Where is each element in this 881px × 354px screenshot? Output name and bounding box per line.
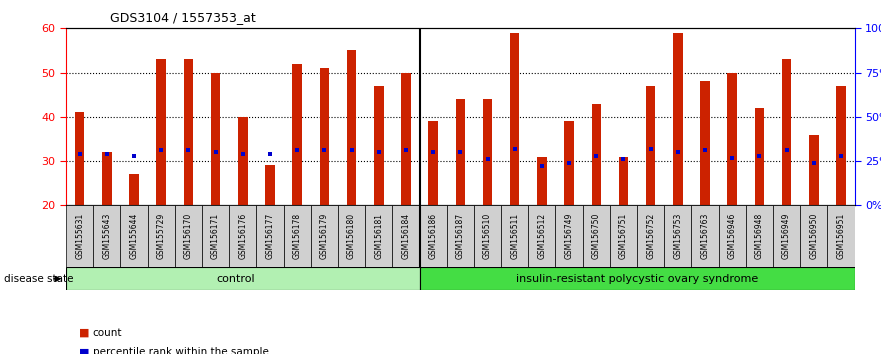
Bar <box>401 73 411 205</box>
FancyBboxPatch shape <box>474 205 501 267</box>
Text: GSM156951: GSM156951 <box>836 213 846 259</box>
Bar <box>238 117 248 205</box>
FancyBboxPatch shape <box>827 205 855 267</box>
Text: GSM156751: GSM156751 <box>619 213 628 259</box>
Text: GSM156510: GSM156510 <box>483 213 492 259</box>
Bar <box>591 104 601 205</box>
Text: GSM156749: GSM156749 <box>565 213 574 259</box>
FancyBboxPatch shape <box>66 267 419 290</box>
Bar <box>130 175 139 205</box>
Text: GSM155631: GSM155631 <box>75 213 85 259</box>
FancyBboxPatch shape <box>311 205 338 267</box>
FancyBboxPatch shape <box>610 205 637 267</box>
FancyBboxPatch shape <box>637 205 664 267</box>
FancyBboxPatch shape <box>746 205 773 267</box>
Text: insulin-resistant polycystic ovary syndrome: insulin-resistant polycystic ovary syndr… <box>516 274 759 284</box>
Bar <box>102 152 112 205</box>
FancyBboxPatch shape <box>148 205 174 267</box>
Text: GSM156948: GSM156948 <box>755 213 764 259</box>
Text: GSM155729: GSM155729 <box>157 213 166 259</box>
Text: GSM156750: GSM156750 <box>592 213 601 259</box>
Text: GSM155643: GSM155643 <box>102 213 111 259</box>
Bar <box>836 86 846 205</box>
Text: GSM156752: GSM156752 <box>646 213 655 259</box>
FancyBboxPatch shape <box>202 205 229 267</box>
Bar <box>320 68 329 205</box>
Text: GSM156511: GSM156511 <box>510 213 519 259</box>
Text: control: control <box>217 274 255 284</box>
Text: GSM156949: GSM156949 <box>782 213 791 259</box>
Text: GSM156763: GSM156763 <box>700 213 709 259</box>
FancyBboxPatch shape <box>719 205 746 267</box>
Text: GSM156512: GSM156512 <box>537 213 546 259</box>
Bar <box>374 86 383 205</box>
FancyBboxPatch shape <box>447 205 474 267</box>
Bar <box>728 73 737 205</box>
Bar <box>347 51 356 205</box>
Text: GDS3104 / 1557353_at: GDS3104 / 1557353_at <box>110 11 255 24</box>
Text: GSM156946: GSM156946 <box>728 213 737 259</box>
Bar <box>510 33 520 205</box>
Text: GSM156171: GSM156171 <box>211 213 220 259</box>
Text: GSM156176: GSM156176 <box>238 213 248 259</box>
Text: percentile rank within the sample: percentile rank within the sample <box>93 347 269 354</box>
FancyBboxPatch shape <box>664 205 692 267</box>
Bar <box>183 59 193 205</box>
FancyBboxPatch shape <box>800 205 827 267</box>
Bar <box>781 59 791 205</box>
Bar <box>265 166 275 205</box>
FancyBboxPatch shape <box>582 205 610 267</box>
Text: GSM156179: GSM156179 <box>320 213 329 259</box>
Text: GSM156177: GSM156177 <box>265 213 275 259</box>
Text: count: count <box>93 328 122 338</box>
FancyBboxPatch shape <box>93 205 121 267</box>
Bar <box>537 156 546 205</box>
Text: GSM156950: GSM156950 <box>810 213 818 259</box>
Bar <box>75 113 85 205</box>
FancyBboxPatch shape <box>692 205 719 267</box>
Text: GSM156170: GSM156170 <box>184 213 193 259</box>
FancyBboxPatch shape <box>174 205 202 267</box>
Bar <box>700 81 710 205</box>
Text: GSM155644: GSM155644 <box>130 213 138 259</box>
FancyBboxPatch shape <box>229 205 256 267</box>
Bar <box>646 86 655 205</box>
Bar <box>809 135 818 205</box>
FancyBboxPatch shape <box>256 205 284 267</box>
Text: disease state: disease state <box>4 274 74 284</box>
FancyBboxPatch shape <box>501 205 529 267</box>
Text: GSM156178: GSM156178 <box>292 213 301 259</box>
FancyBboxPatch shape <box>419 267 855 290</box>
FancyBboxPatch shape <box>121 205 148 267</box>
Text: ■: ■ <box>79 328 90 338</box>
Text: GSM156181: GSM156181 <box>374 213 383 259</box>
FancyBboxPatch shape <box>284 205 311 267</box>
FancyBboxPatch shape <box>365 205 392 267</box>
Bar <box>673 33 683 205</box>
FancyBboxPatch shape <box>338 205 365 267</box>
FancyBboxPatch shape <box>773 205 800 267</box>
Text: GSM156753: GSM156753 <box>673 213 683 259</box>
Bar <box>755 108 764 205</box>
Text: GSM156187: GSM156187 <box>455 213 465 259</box>
Bar <box>428 121 438 205</box>
FancyBboxPatch shape <box>556 205 582 267</box>
Text: GSM156180: GSM156180 <box>347 213 356 259</box>
FancyBboxPatch shape <box>392 205 419 267</box>
FancyBboxPatch shape <box>529 205 556 267</box>
Text: GSM156184: GSM156184 <box>402 213 411 259</box>
FancyBboxPatch shape <box>66 205 93 267</box>
Bar <box>292 64 302 205</box>
Bar <box>157 59 166 205</box>
Bar <box>211 73 220 205</box>
Bar <box>483 99 492 205</box>
Bar <box>618 156 628 205</box>
Bar <box>565 121 574 205</box>
Text: ■: ■ <box>79 347 90 354</box>
Bar <box>455 99 465 205</box>
FancyBboxPatch shape <box>419 205 447 267</box>
Text: GSM156186: GSM156186 <box>429 213 438 259</box>
